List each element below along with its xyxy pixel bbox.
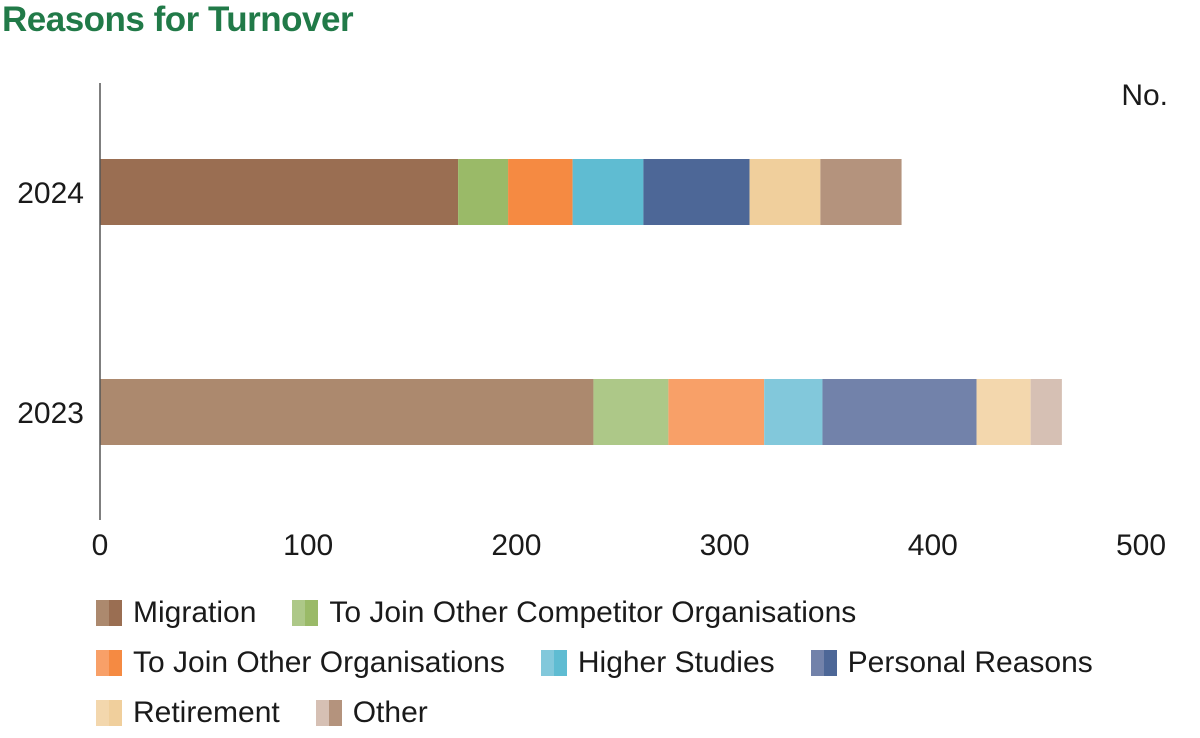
y-tick-label-2023: 2023 — [17, 397, 84, 430]
bar-segment-2024-2 — [508, 159, 573, 225]
legend-row-1: To Join Other Organisations Higher Studie… — [96, 638, 1196, 688]
x-tick-label-500: 500 — [1116, 529, 1166, 562]
bar-segment-2023-6 — [1030, 379, 1062, 445]
chart-title: Reasons for Turnover — [2, 0, 354, 39]
bar-segment-2023-0 — [100, 379, 594, 445]
legend-swatch — [810, 650, 837, 676]
legend-swatch — [96, 600, 122, 626]
legend-row-2: Retirement Other — [96, 688, 1196, 738]
legend-item: To Join Other Organisations — [96, 648, 505, 678]
bar-segment-2024-0 — [100, 159, 459, 225]
bar-segment-2023-4 — [822, 379, 977, 445]
x-tick-label-100: 100 — [283, 529, 333, 562]
legend-swatch — [96, 650, 122, 676]
x-tick-label-400: 400 — [908, 529, 958, 562]
legend-item: Higher Studies — [540, 646, 775, 679]
legend-item: Migration — [96, 598, 256, 628]
legend-label: Personal Reasons — [847, 646, 1093, 679]
legend-item: To Join Other Competitor Organisations — [292, 598, 856, 628]
stacked-bar-chart: 2024 2023 0 100 200 300 400 500 No. — [17, 79, 1168, 562]
legend-label: Other — [352, 696, 428, 729]
legend-swatch — [96, 700, 122, 726]
x-tick-labels: 0 100 200 300 400 500 — [92, 529, 1166, 562]
bar-segment-2024-6 — [820, 159, 902, 225]
x-axis-unit-label: No. — [1121, 79, 1168, 112]
bar-segment-2024-1 — [458, 159, 509, 225]
legend-label: Migration — [133, 596, 257, 629]
legend-item: Other — [315, 696, 428, 729]
legend-label: To Join Other Organisations — [133, 646, 505, 679]
legend-swatch — [315, 700, 342, 726]
y-tick-label-2024: 2024 — [17, 177, 84, 210]
bar-segment-2024-4 — [643, 159, 750, 225]
bars-layer — [100, 159, 1062, 445]
y-tick-labels: 2024 2023 — [17, 177, 84, 430]
bar-segment-2024-3 — [572, 159, 644, 225]
x-tick-label-200: 200 — [491, 529, 541, 562]
legend-swatch — [540, 650, 567, 676]
legend: Migration To Join Other Competitor Organi… — [96, 588, 1196, 738]
bar-segment-2024-5 — [749, 159, 821, 225]
x-tick-label-0: 0 — [92, 529, 109, 562]
x-tick-label-300: 300 — [700, 529, 750, 562]
legend-row-0: Migration To Join Other Competitor Organi… — [96, 588, 1196, 638]
legend-item: Personal Reasons — [810, 646, 1093, 679]
bar-segment-2023-1 — [593, 379, 669, 445]
legend-label: Higher Studies — [577, 646, 775, 679]
bar-segment-2023-3 — [764, 379, 823, 445]
legend-label: Retirement — [133, 696, 280, 729]
legend-label: To Join Other Competitor Organisations — [329, 596, 857, 629]
bar-segment-2023-5 — [976, 379, 1031, 445]
legend-swatch — [292, 600, 319, 626]
bar-segment-2023-2 — [668, 379, 765, 445]
legend-item: Retirement — [96, 698, 280, 728]
